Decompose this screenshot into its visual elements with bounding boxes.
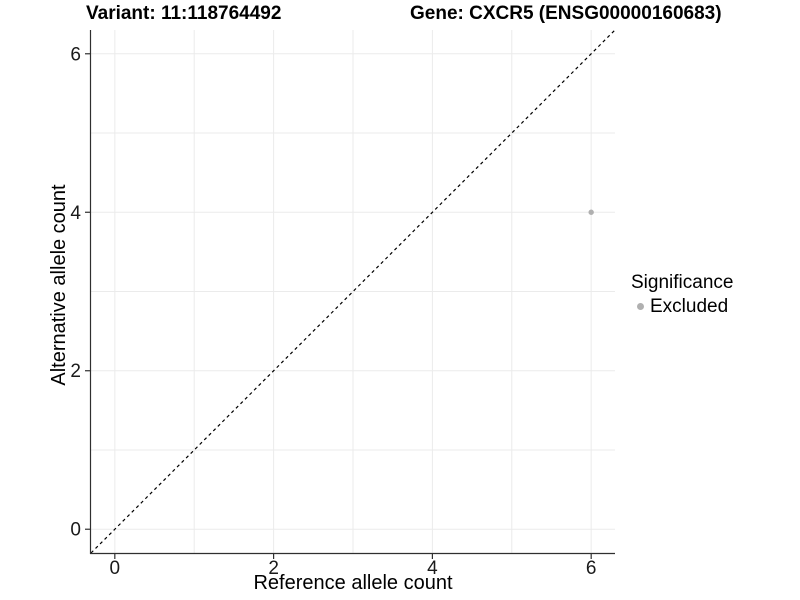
excluded-point-icon — [637, 303, 644, 310]
legend: Significance Excluded — [631, 272, 733, 317]
x-tick-label: 2 — [268, 558, 279, 579]
plot-title-gene: Gene: CXCR5 (ENSG00000160683) — [410, 3, 722, 24]
x-tick-label: 6 — [586, 558, 597, 579]
y-tick-label: 6 — [70, 44, 81, 65]
x-tick-label: 4 — [427, 558, 438, 579]
legend-entry: Excluded — [631, 296, 733, 317]
data-point — [588, 209, 594, 215]
y-tick-label: 0 — [70, 520, 81, 541]
plot-title-variant: Variant: 11:118764492 — [86, 3, 282, 24]
legend-entry-label: Excluded — [650, 296, 729, 317]
legend-title: Significance — [631, 272, 734, 293]
x-axis-label: Reference allele count — [253, 572, 453, 594]
x-tick-label: 0 — [110, 558, 121, 579]
y-tick-label: 2 — [70, 361, 81, 382]
identity-line — [90, 29, 616, 554]
y-axis-label: Alternative allele count — [48, 184, 70, 386]
y-tick-label: 4 — [70, 203, 81, 224]
